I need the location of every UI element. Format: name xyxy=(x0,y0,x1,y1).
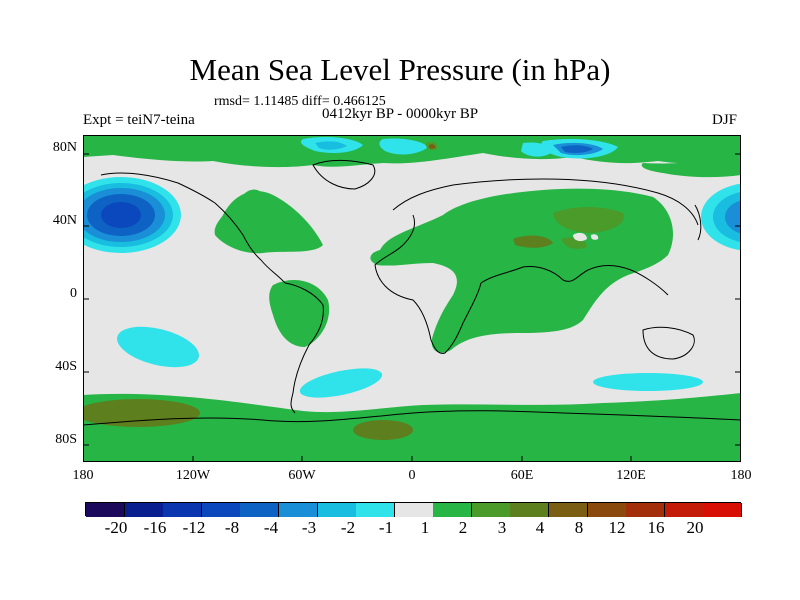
coastlines xyxy=(83,159,741,426)
colorbar-label: -20 xyxy=(104,518,128,537)
x-tick-label: 0 xyxy=(408,468,416,483)
colorbar-swatch xyxy=(240,503,280,517)
colorbar-label: 1 xyxy=(420,518,430,537)
colorbar-swatch xyxy=(356,503,396,517)
south-pacific-negative xyxy=(117,326,199,368)
tibet-neutral xyxy=(590,234,599,240)
north-america-positive xyxy=(243,189,265,203)
central-asia-positive-core xyxy=(513,235,553,248)
southern-ocean-positive-core xyxy=(353,420,413,440)
north-pacific-low-east xyxy=(725,200,741,234)
colorbar-label: 3 xyxy=(497,518,507,537)
colorbar-swatch xyxy=(433,503,473,517)
axis-ticks xyxy=(83,153,741,462)
experiment-label: Expt = teiN7-teina xyxy=(83,112,195,128)
colorbar-label: -12 xyxy=(182,518,206,537)
period-label: 0412kyr BP - 0000kyr BP xyxy=(322,106,479,122)
stats-label: rmsd= 1.11485 diff= 0.466125 xyxy=(214,94,386,109)
colorbar-swatch xyxy=(510,503,550,517)
colorbar-swatch xyxy=(86,503,125,517)
colorbar-label: 16 xyxy=(647,518,665,537)
y-tick-label: 80S xyxy=(55,432,77,447)
x-tick-label: 60E xyxy=(510,468,534,483)
colorbar-swatch xyxy=(664,503,704,517)
south-indian-negative xyxy=(593,373,703,391)
colorbar-swatch xyxy=(626,503,666,517)
y-tick-label: 80N xyxy=(52,140,77,155)
colorbar-swatch xyxy=(471,503,511,517)
colorbar-label: 2 xyxy=(458,518,468,537)
colorbar-label: -8 xyxy=(224,518,240,537)
north-america-positive xyxy=(214,191,323,254)
east-asia-positive xyxy=(626,218,671,254)
north-pacific-low-core xyxy=(101,202,141,228)
colorbar-swatch xyxy=(703,503,743,517)
season-label: DJF xyxy=(712,112,738,128)
arctic-negative-patch xyxy=(379,138,428,155)
colorbar-label: 12 xyxy=(608,518,626,537)
colorbar-swatch xyxy=(278,503,318,517)
southern-ocean-positive-core xyxy=(83,399,200,427)
x-tick-label: 180 xyxy=(72,468,94,483)
colorbar-swatch xyxy=(201,503,241,517)
colorbar-label: -4 xyxy=(263,518,279,537)
colorbar-label: 20 xyxy=(686,518,704,537)
colorbar-swatch xyxy=(317,503,357,517)
colorbar-label: -1 xyxy=(378,518,394,537)
arctic-positive-east xyxy=(641,157,741,178)
arctic-negative-core xyxy=(561,145,593,153)
colorbar xyxy=(85,502,743,517)
south-atlantic-negative xyxy=(299,368,383,398)
pressure-anomaly-map xyxy=(83,135,741,462)
x-tick-label: 120E xyxy=(616,468,646,483)
colorbar-swatch xyxy=(394,503,434,517)
colorbar-label: -3 xyxy=(301,518,317,537)
colorbar-swatch xyxy=(587,503,627,517)
south-america-positive xyxy=(269,280,330,347)
x-tick-label: 180 xyxy=(730,468,752,483)
colorbar-swatch xyxy=(549,503,589,517)
y-tick-label: 40S xyxy=(55,359,77,374)
tibet-neutral xyxy=(573,232,587,242)
map-title: Mean Sea Level Pressure (in hPa) xyxy=(189,52,611,87)
x-tick-label: 120W xyxy=(175,468,211,483)
x-tick-label: 60W xyxy=(288,468,316,483)
colorbar-swatch xyxy=(124,503,164,517)
central-asia-positive-core xyxy=(553,207,624,233)
y-tick-label: 40N xyxy=(52,213,77,228)
y-tick-label: 0 xyxy=(70,286,77,301)
arctic-positive-spot xyxy=(428,144,436,149)
colorbar-swatch xyxy=(163,503,203,517)
arctic-negative-patch xyxy=(315,141,347,150)
colorbar-label: 4 xyxy=(535,518,545,537)
colorbar-label: -16 xyxy=(143,518,167,537)
colorbar-label: 8 xyxy=(574,518,584,537)
colorbar-label: -2 xyxy=(340,518,356,537)
